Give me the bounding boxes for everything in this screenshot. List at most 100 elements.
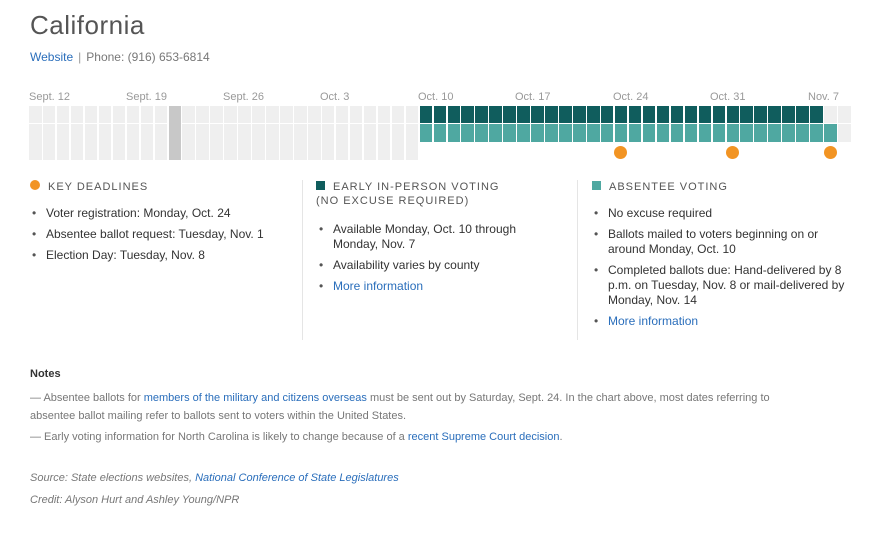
date-label: Sept. 12 <box>29 91 70 103</box>
absentee-more-info-link[interactable]: More information <box>608 314 699 328</box>
early-voting-cell <box>810 106 823 123</box>
empty-day-cell <box>266 106 279 123</box>
calendar-day <box>154 106 168 160</box>
calendar-day <box>768 106 781 160</box>
calendar-day <box>405 106 419 160</box>
calendar-day <box>308 106 321 160</box>
column-divider <box>577 180 578 340</box>
early-voting-cell <box>587 106 600 123</box>
absentee-voting-cell <box>810 124 823 142</box>
empty-day-cell <box>252 106 265 123</box>
calendar-day <box>614 106 628 160</box>
absentee-voting-cell <box>447 124 460 142</box>
empty-day-cell <box>238 106 251 123</box>
calendar-day <box>377 106 391 160</box>
calendar-day <box>224 106 237 160</box>
list-item: Voter registration: Monday, Oct. 24 <box>30 206 290 221</box>
early-voting-cell <box>642 106 656 123</box>
website-link[interactable]: Website <box>30 50 74 64</box>
list-item: Available Monday, Oct. 10 through Monday… <box>317 222 557 252</box>
empty-day-cell <box>405 142 419 160</box>
empty-day-cell <box>112 106 126 123</box>
absentee-voting-cell <box>824 124 837 142</box>
empty-day-cell <box>154 142 168 160</box>
deadline-dot <box>614 146 628 159</box>
key-deadlines-heading: KEY DEADLINES <box>30 180 148 194</box>
empty-day-cell <box>140 106 154 123</box>
date-label: Oct. 10 <box>418 91 454 103</box>
calendar-day <box>628 106 642 160</box>
empty-day-cell <box>98 142 112 160</box>
calendar-day <box>726 106 739 160</box>
notes-title: Notes <box>30 368 61 380</box>
supreme-court-decision-link[interactable]: recent Supreme Court decision <box>407 431 560 443</box>
calendar-day <box>70 106 84 160</box>
list-item: Completed ballots due: Hand-delivered by… <box>592 263 847 308</box>
empty-day-cell <box>29 106 42 123</box>
calendar-day <box>838 106 851 160</box>
calendar-day <box>42 106 56 160</box>
list-item: Ballots mailed to voters beginning on or… <box>592 227 847 257</box>
absentee-voting-cell <box>684 124 698 142</box>
empty-day-cell <box>308 106 321 123</box>
calendar-day <box>475 106 488 160</box>
calendar-day <box>126 106 140 160</box>
empty-day-cell <box>824 106 837 123</box>
empty-day-cell <box>238 142 251 160</box>
list-item: Absentee ballot request: Tuesday, Nov. 1 <box>30 227 290 242</box>
absentee-voting-cell <box>656 124 670 142</box>
list-item: Availability varies by county <box>317 258 557 273</box>
early-voting-cell <box>684 106 698 123</box>
early-voting-cell <box>768 106 781 123</box>
empty-day-cell <box>140 124 154 142</box>
ncsl-link[interactable]: National Conference of State Legislature… <box>195 472 399 484</box>
calendar-day <box>545 106 558 160</box>
empty-day-cell <box>196 106 209 123</box>
absentee-voting-cell <box>670 124 684 142</box>
empty-day-cell <box>377 142 391 160</box>
absentee-voting-cell <box>517 124 530 142</box>
empty-day-cell <box>42 106 56 123</box>
column-divider <box>302 180 303 340</box>
calendar-day <box>196 106 209 160</box>
empty-day-cell <box>280 142 293 160</box>
note-early-voting: — Early voting information for North Car… <box>30 431 563 443</box>
empty-day-cell <box>196 124 209 142</box>
date-label: Sept. 19 <box>126 91 167 103</box>
empty-day-cell <box>154 106 168 123</box>
empty-day-cell <box>70 106 84 123</box>
empty-day-cell <box>391 142 405 160</box>
calendar-day <box>684 106 698 160</box>
calendar-day <box>531 106 544 160</box>
empty-day-cell <box>182 124 195 142</box>
early-voting-more-info-link[interactable]: More information <box>333 279 424 293</box>
calendar-day <box>461 106 474 160</box>
credit-line: Credit: Alyson Hurt and Ashley Young/NPR <box>30 494 240 506</box>
absentee-voting-cell <box>698 124 712 142</box>
date-label: Oct. 3 <box>320 91 350 103</box>
calendar-day <box>489 106 502 160</box>
empty-day-cell <box>391 124 405 142</box>
early-voting-cell <box>754 106 767 123</box>
calendar-day <box>56 106 70 160</box>
calendar-day <box>670 106 684 160</box>
list-item: More information <box>592 314 847 329</box>
empty-day-cell <box>42 124 56 142</box>
empty-day-cell <box>29 142 42 160</box>
empty-day-cell <box>238 124 251 142</box>
empty-day-cell <box>252 142 265 160</box>
date-label: Sept. 26 <box>223 91 264 103</box>
calendar-day <box>168 106 181 160</box>
phone-text: Phone: (916) 653-6814 <box>86 50 210 64</box>
calendar-day <box>642 106 656 160</box>
empty-day-cell <box>335 106 349 123</box>
empty-day-cell <box>98 106 112 123</box>
calendar-day <box>280 106 293 160</box>
absentee-voting-cell <box>796 124 809 142</box>
early-voting-cell <box>782 106 795 123</box>
date-label: Oct. 31 <box>710 91 746 103</box>
empty-day-cell <box>405 106 419 123</box>
calendar-day <box>698 106 712 160</box>
absentee-voting-cell <box>740 124 753 142</box>
military-overseas-link[interactable]: members of the military and citizens ove… <box>143 392 367 404</box>
